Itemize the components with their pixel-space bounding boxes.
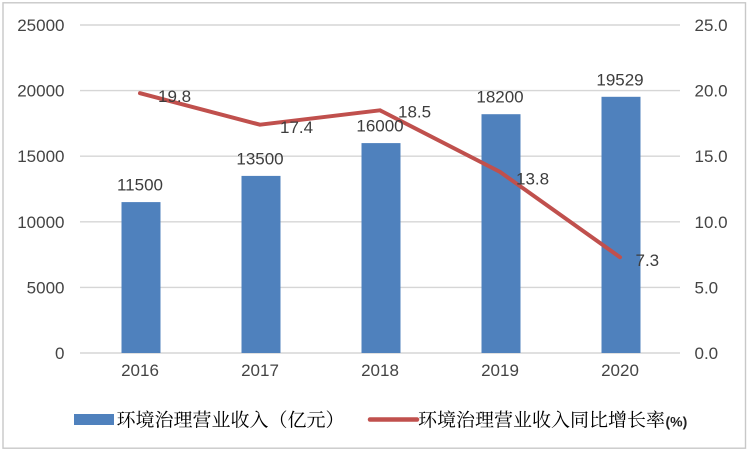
svg-text:25.0: 25.0 — [695, 16, 728, 35]
svg-text:15.0: 15.0 — [695, 147, 728, 166]
svg-text:13500: 13500 — [236, 149, 283, 168]
svg-text:0.0: 0.0 — [695, 344, 719, 363]
svg-text:18200: 18200 — [476, 88, 523, 107]
svg-text:20.0: 20.0 — [695, 82, 728, 101]
svg-text:0: 0 — [55, 344, 64, 363]
svg-text:19529: 19529 — [596, 70, 643, 89]
svg-text:(%): (%) — [666, 414, 688, 430]
svg-text:25000: 25000 — [17, 16, 64, 35]
svg-text:10000: 10000 — [17, 213, 64, 232]
svg-text:17.4: 17.4 — [280, 118, 313, 137]
svg-text:5000: 5000 — [27, 278, 65, 297]
svg-text:7.3: 7.3 — [636, 251, 660, 270]
svg-text:2016: 2016 — [121, 361, 159, 380]
svg-text:18.5: 18.5 — [398, 103, 431, 122]
svg-text:16000: 16000 — [356, 117, 403, 136]
svg-text:5.0: 5.0 — [695, 278, 719, 297]
svg-text:15000: 15000 — [17, 147, 64, 166]
svg-text:2020: 2020 — [601, 361, 639, 380]
svg-text:11500: 11500 — [117, 176, 163, 195]
svg-text:19.8: 19.8 — [158, 87, 191, 106]
svg-text:13.8: 13.8 — [516, 170, 549, 189]
svg-text:10.0: 10.0 — [695, 213, 728, 232]
svg-text:2018: 2018 — [361, 361, 399, 380]
svg-text:20000: 20000 — [17, 82, 64, 101]
svg-text:2017: 2017 — [241, 361, 279, 380]
svg-text:2019: 2019 — [481, 361, 519, 380]
